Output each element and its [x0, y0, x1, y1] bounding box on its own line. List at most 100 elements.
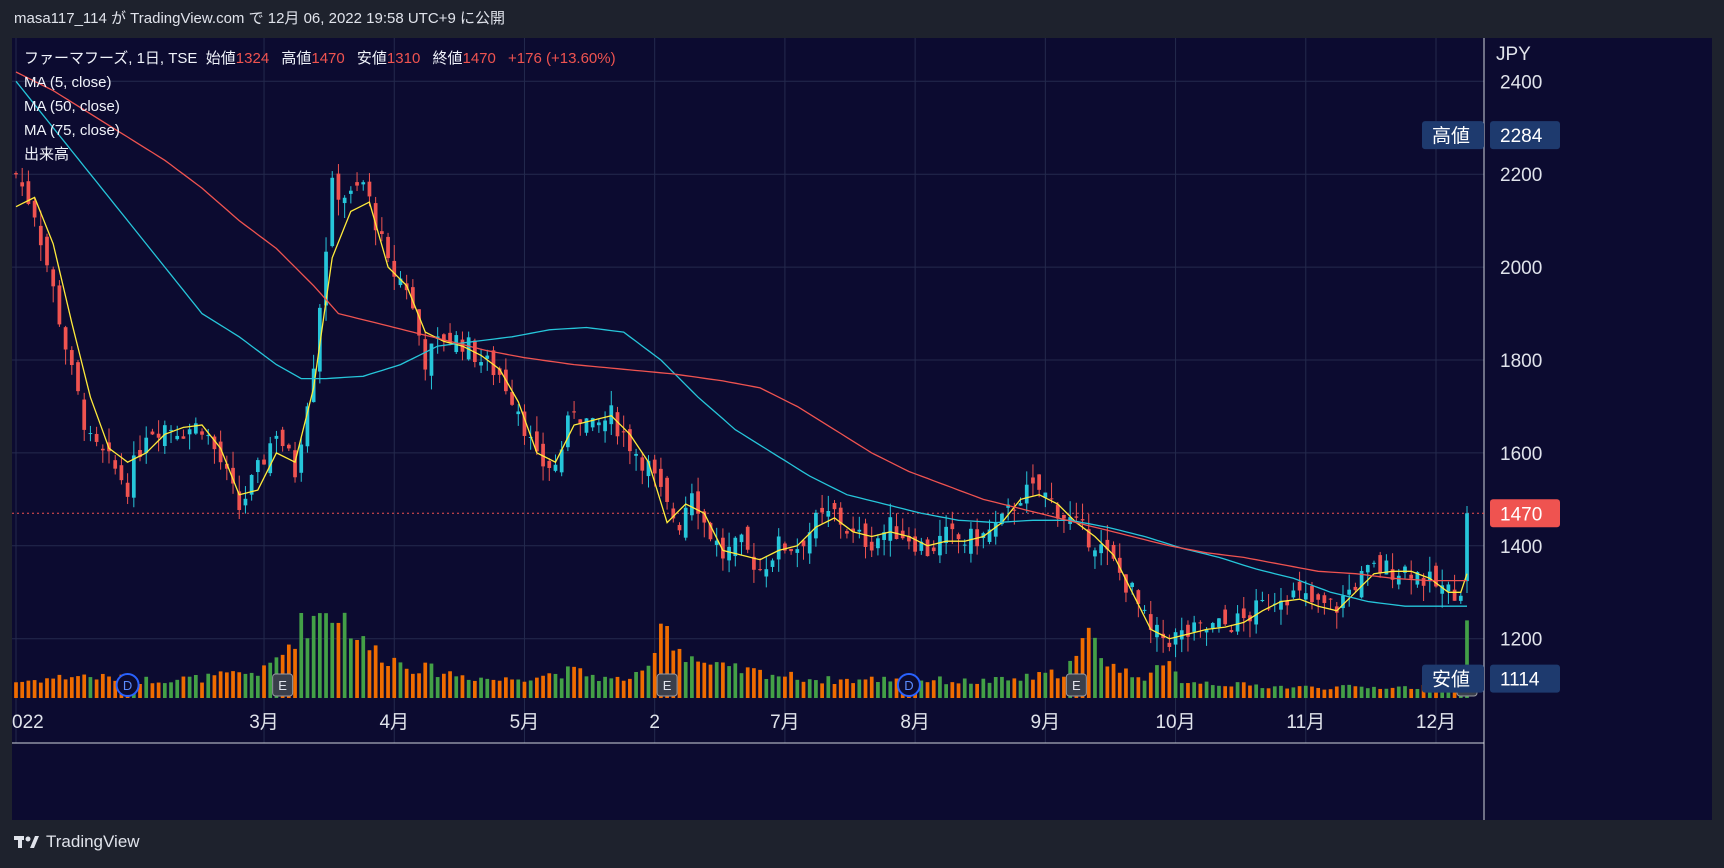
volume-bar: [1161, 665, 1166, 698]
candle-body: [63, 327, 68, 350]
volume-bar: [888, 681, 893, 698]
volume-bar: [1266, 688, 1271, 698]
candle-body: [1186, 624, 1190, 637]
candle-body: [553, 464, 558, 471]
volume-bar: [987, 682, 992, 698]
volume-bar: [510, 679, 514, 698]
candle-body: [727, 546, 731, 561]
volume-bar: [1124, 668, 1128, 698]
candle-body: [88, 433, 93, 435]
price-chart[interactable]: D E E D E JPY 1200 1400 1600 1800 2000 2200 2400 高値 2…: [12, 38, 1712, 820]
candle-body: [714, 540, 719, 545]
candle-body: [485, 355, 490, 359]
volume-bar: [113, 680, 118, 698]
candle-body: [1024, 484, 1029, 504]
candle-body: [1285, 601, 1290, 606]
volume-bar: [1390, 687, 1395, 698]
volume-bar: [1285, 688, 1290, 698]
candle-body: [255, 460, 260, 473]
volume-bar: [398, 662, 403, 698]
high-value: 1470: [311, 50, 345, 67]
low-tag-value: 1114: [1500, 670, 1540, 691]
high-tag-label: 高値: [1432, 125, 1470, 147]
candle-body: [1006, 504, 1010, 508]
volume-bar: [528, 680, 533, 698]
volume-bar: [51, 678, 56, 698]
candle-body: [721, 537, 725, 559]
volume-bar: [714, 662, 719, 698]
candle-body: [491, 350, 496, 376]
x-tick-label: 022: [12, 712, 44, 733]
candle-body: [243, 498, 248, 506]
candle-body: [1142, 609, 1147, 611]
volume-bar: [541, 675, 545, 698]
x-tick-label: 4月: [379, 712, 409, 733]
candle-body: [268, 443, 273, 474]
volume-bar: [1347, 684, 1352, 698]
volume-bar: [745, 667, 750, 698]
candle-body: [888, 517, 893, 541]
candle-body: [1427, 571, 1432, 582]
tradingview-brand[interactable]: TradingView: [14, 832, 140, 852]
volume-bar: [1310, 686, 1314, 698]
dividend-marker: [896, 673, 921, 697]
candle-body: [373, 203, 378, 231]
candle-body: [894, 526, 899, 540]
candle-body: [801, 540, 806, 547]
volume-bar: [311, 615, 316, 698]
volume-bar: [572, 666, 576, 698]
ma5-legend[interactable]: MA (5, close): [24, 74, 112, 91]
volume-bar: [32, 680, 37, 698]
volume-bar: [1446, 689, 1451, 698]
volume-bar: [1372, 686, 1376, 698]
candle-body: [1155, 624, 1159, 638]
ma50-legend[interactable]: MA (50, close): [24, 98, 120, 115]
symbol-label[interactable]: ファーマフーズ, 1日, TSE: [24, 50, 198, 67]
candle-body: [876, 538, 880, 549]
volume-bar: [1179, 683, 1184, 698]
candle-body: [640, 457, 645, 471]
price-axis: JPY 1200 1400 1600 1800 2000 2200 2400 高値 2284 147…: [1422, 44, 1560, 693]
candle-body: [138, 449, 142, 457]
x-tick-label: 9月: [1031, 712, 1061, 733]
candle-body: [1365, 565, 1370, 573]
ma75-legend[interactable]: MA (75, close): [24, 122, 120, 139]
candle-body: [1148, 614, 1153, 630]
candle-body: [882, 532, 886, 540]
volume-bar: [348, 638, 353, 698]
chart-area[interactable]: D E E D E JPY 1200 1400 1600 1800 2000 2200 2400 高値 2…: [12, 38, 1712, 820]
volume-bar: [485, 678, 490, 698]
volume-bar: [317, 613, 322, 698]
candle-body: [770, 560, 775, 567]
volume-legend[interactable]: 出来高: [24, 146, 70, 163]
volume-bar: [206, 673, 211, 698]
candle-body: [677, 524, 682, 531]
candle-body: [274, 435, 279, 439]
candle-body: [857, 529, 862, 532]
candle-body: [690, 493, 694, 516]
volume-bar: [448, 671, 452, 698]
candle-body: [1049, 498, 1054, 500]
candle-body: [993, 522, 998, 537]
ohlc-legend[interactable]: ファーマフーズ, 1日, TSE 始値1324 高値1470 安値1310 終値…: [24, 47, 616, 71]
y-tick-label: 1800: [1500, 351, 1542, 372]
volume-bar: [1415, 688, 1420, 698]
candle-body: [1316, 594, 1321, 600]
volume-bar: [1006, 680, 1010, 698]
open-value: 1324: [235, 50, 270, 67]
candle-body: [1384, 560, 1389, 575]
candle-body: [1018, 503, 1023, 506]
volume-bar: [1055, 678, 1060, 698]
ma5-line: [15, 196, 1468, 640]
x-tick-label: 7月: [770, 712, 800, 733]
volume-bar: [373, 645, 378, 698]
candle-body: [342, 197, 347, 204]
chart-legend: ファーマフーズ, 1日, TSE 始値1324 高値1470 安値1310 終値…: [24, 47, 616, 167]
low-tag-label-bg: [1422, 664, 1484, 693]
volume-bar: [69, 677, 74, 698]
candle-body: [1217, 618, 1221, 628]
volume-bar: [690, 656, 694, 698]
candle-body: [665, 477, 669, 502]
candle-body: [652, 459, 657, 474]
volume-bar: [702, 662, 707, 698]
